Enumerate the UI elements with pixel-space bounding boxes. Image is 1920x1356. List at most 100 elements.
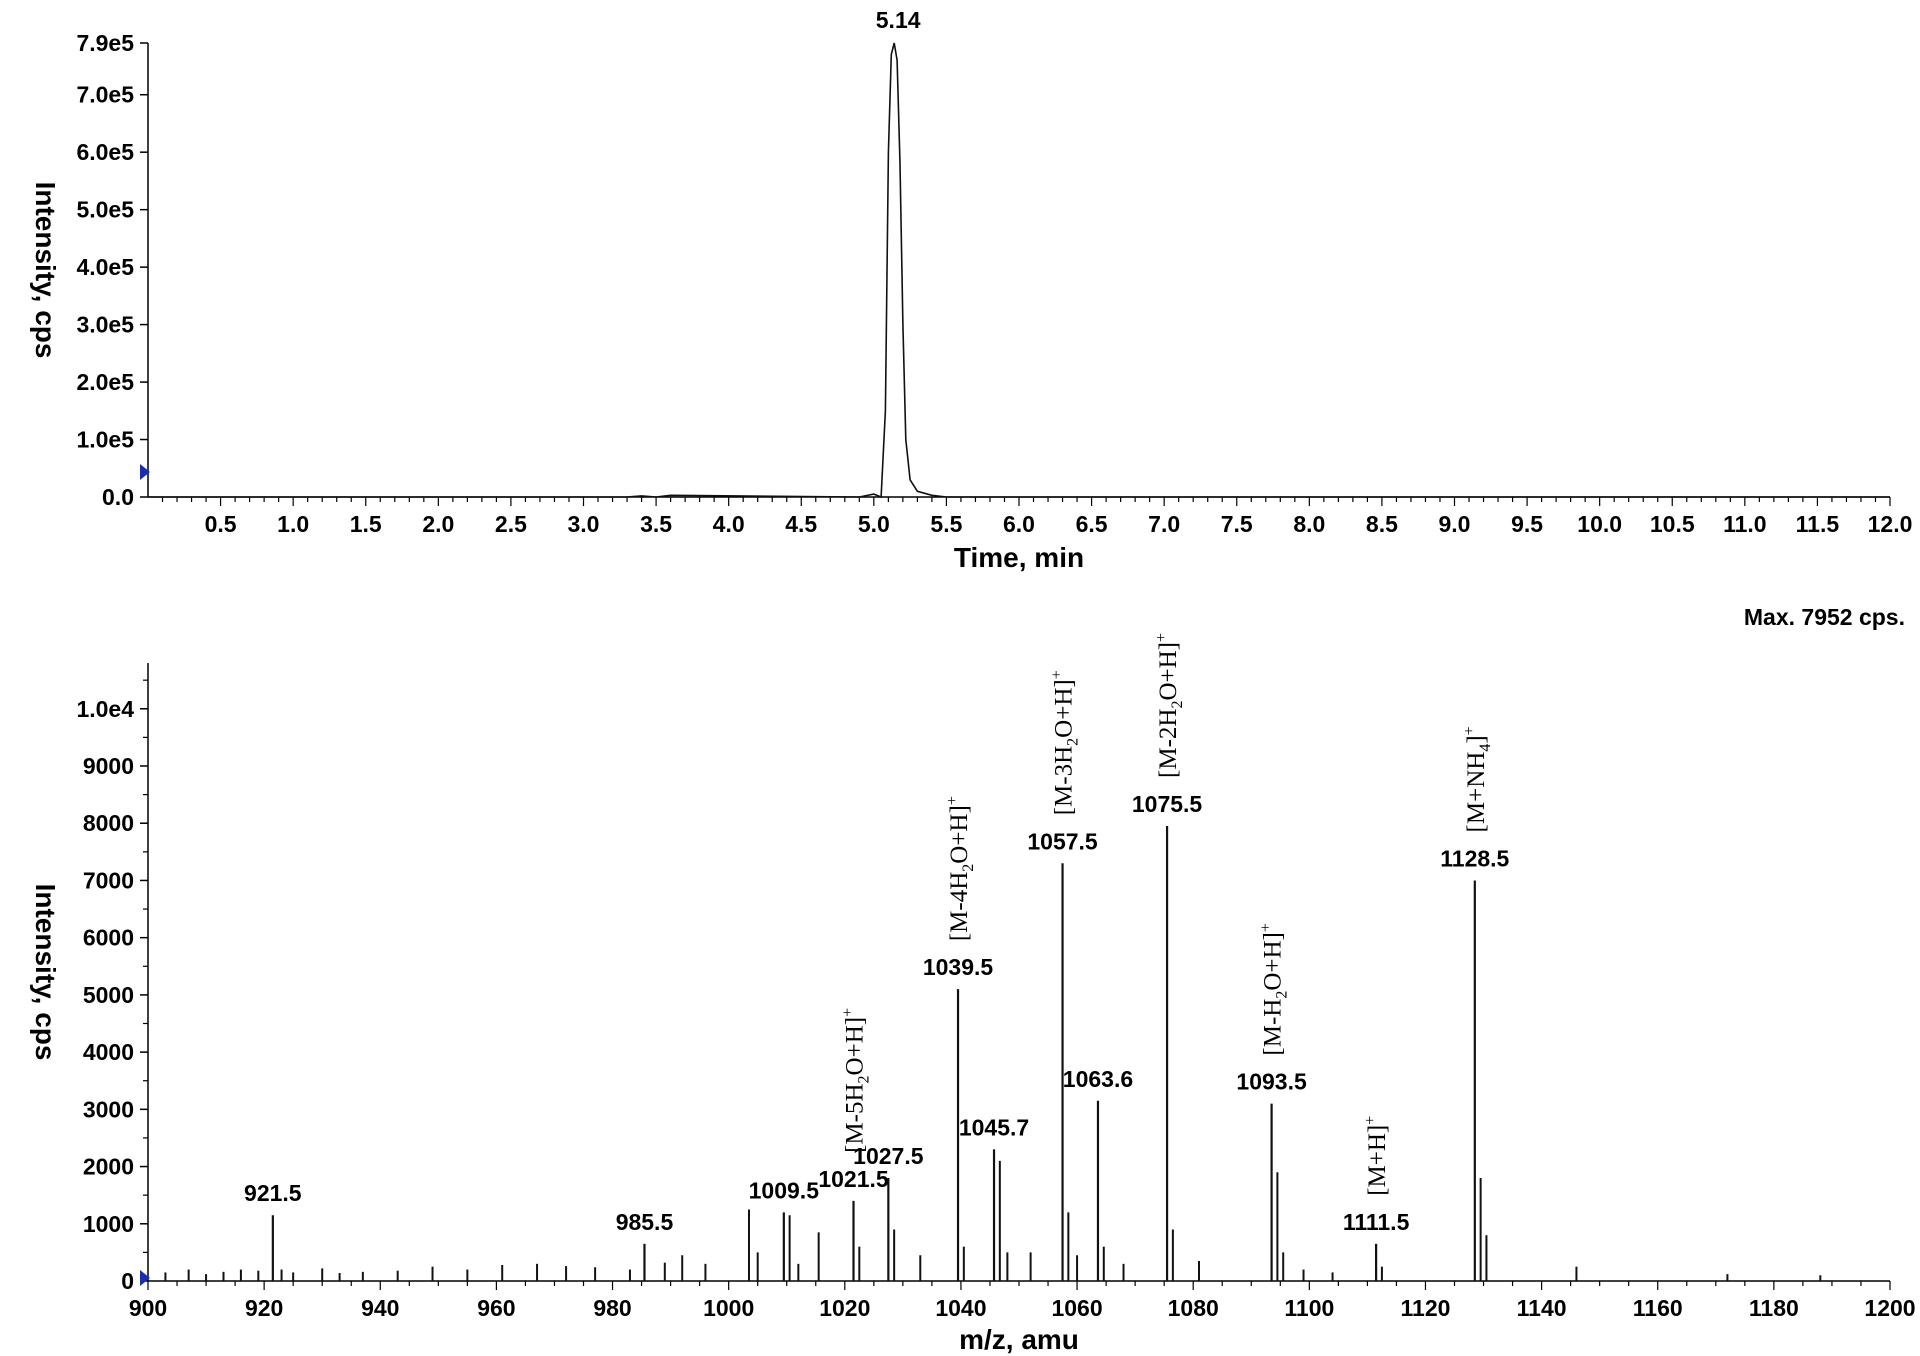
ion-label-main: [M-H [1260,999,1287,1056]
spectrum-tick-labels: 0 1000 2000 3000 4000 5000 6000 7000 8000 9000 1.0… [76,696,1915,1321]
chromatogram-x-tick-label: 12.0 [1868,511,1913,537]
spectrum-ion-annotation: [M+H]+ [1362,1116,1391,1196]
chromatogram-x-tick-label: 0.5 [205,511,237,537]
chromatogram-series-line [148,42,1890,499]
chromatogram-x-tick-label: 2.0 [422,511,454,537]
chromatogram-x-tick-label: 1.0 [277,511,309,537]
spectrum-minor-peaks [164,1160,1822,1281]
spectrum-peak-label: 1128.5 [1440,845,1509,871]
chromatogram-x-tick-label: 10.5 [1650,511,1695,537]
chromatogram-x-tick-label: 9.0 [1439,511,1471,537]
spectrum-peak-label: 1021.5 [818,1166,889,1192]
spectrum-x-tick-label: 980 [593,1295,631,1321]
chromatogram-x-tick-label: 5.0 [858,511,890,537]
chromatogram-y-tick-label: 0.0 [102,484,134,510]
spectrum-x-tick-label: 1000 [703,1295,754,1321]
spectrum-peak-label: 1111.5 [1343,1209,1410,1235]
ion-label-superscript: + [840,1008,857,1017]
chromatogram-x-tick-label: 11.0 [1723,511,1767,537]
chromatogram-x-tick-label: 3.0 [568,511,600,537]
spectrum-x-tick-label: 1020 [819,1295,870,1321]
spectrum-x-tick-label: 940 [361,1295,399,1321]
ion-label-superscript: + [1461,726,1478,735]
chromatogram-y-tick-label: 3.0e5 [76,312,134,338]
chromatogram-x-tick-label: 4.0 [713,511,745,537]
spectrum-x-tick-label: 1100 [1284,1295,1334,1321]
chromatogram-y-tick-label: 6.0e5 [76,139,134,165]
spectrum-peak-label: 1093.5 [1236,1069,1307,1095]
spectrum-y-tick-label: 3000 [83,1096,134,1122]
chromatogram-x-tick-label: 7.0 [1148,511,1180,537]
spectrum-x-tick-label: 1120 [1401,1295,1451,1321]
spectrum-y-tick-label: 1.0e4 [76,696,134,722]
spectrum-x-tick-label: 1200 [1864,1295,1915,1321]
spectrum-y-tick-label: 0 [121,1268,134,1294]
ion-label-subscript: 2 [1065,738,1082,746]
spectrum-peak-label: 1027.5 [853,1143,924,1169]
spectrum-ion-annotation: [M-H2O+H]+ [1258,923,1291,1056]
ion-label-main: [M-2H [1155,709,1182,778]
chromatogram-x-tick-label: 8.5 [1366,511,1398,537]
spectrum-y-tick-label: 6000 [83,925,134,951]
chromatogram-peak-label: 5.14 [876,7,921,33]
chromatogram-panel: 0.0 1.0e5 2.0e5 3.0e5 4.0e5 5.0e5 6.0e5 7.0e5 7.… [30,7,1912,573]
chromatogram-x-tick-label: 11.5 [1796,511,1840,537]
chromatogram-x-tick-label: 8.0 [1293,511,1325,537]
spectrum-max-annotation: Max. 7952 cps. [1744,604,1905,630]
ion-label-superscript: + [1153,633,1170,642]
chromatogram-threshold-marker [140,464,150,480]
spectrum-peak-label: 1009.5 [749,1177,820,1203]
ion-label-superscript: + [944,796,961,805]
spectrum-threshold-marker [140,1270,150,1286]
ion-label-subscript: 4 [1477,744,1494,752]
spectrum-peak-label: 1075.5 [1132,791,1203,817]
ion-label-subscript: 2 [960,864,977,872]
chromatogram-y-tick-label: 5.0e5 [76,197,134,223]
ion-label-rest: O+H] [842,1017,869,1076]
spectrum-y-tick-label: 8000 [83,810,134,836]
ion-label-subscript: 2 [1169,701,1186,709]
chromatogram-tick-labels: 0.0 1.0e5 2.0e5 3.0e5 4.0e5 5.0e5 6.0e5 7.0e5 7.… [76,30,1912,537]
chromatogram-x-tick-label: 3.5 [640,511,672,537]
chromatogram-y-tick-label: 4.0e5 [76,254,134,280]
spectrum-x-tick-label: 1140 [1517,1295,1567,1321]
chromatogram-y-axis-title: Intensity, cps [30,182,61,359]
spectrum-peak-label: 1063.6 [1063,1066,1133,1092]
chromatogram-x-tick-label: 9.5 [1511,511,1543,537]
ion-label-rest: O+H] [1260,932,1287,991]
ion-label-rest: O+H] [1155,642,1182,701]
spectrum-y-tick-label: 7000 [83,867,134,893]
ion-label-main: [M+H] [1364,1125,1391,1196]
spectrum-ion-annotation: [M-3H2O+H]+ [1049,670,1082,815]
spectrum-x-tick-label: 1040 [935,1295,986,1321]
ion-label-superscript: + [1049,670,1066,679]
chromatogram-x-tick-label: 1.5 [350,511,382,537]
spectrum-x-tick-label: 1160 [1633,1295,1683,1321]
chromatogram-y-tick-label: 2.0e5 [76,369,134,395]
spectrum-y-tick-label: 9000 [83,753,134,779]
ion-label-main: [M-3H [1051,746,1078,815]
ion-label-rest: ] [1463,735,1490,743]
spectrum-y-axis-title: Intensity, cps [30,884,61,1061]
ion-label-superscript: + [1258,923,1275,932]
spectrum-x-tick-label: 1080 [1168,1295,1219,1321]
mass-spectrum-panel: 0 1000 2000 3000 4000 5000 6000 7000 8000 9000 1.0… [30,604,1916,1355]
spectrum-axes [140,663,1891,1290]
chromatogram-x-axis-title: Time, min [954,542,1084,573]
spectrum-ion-annotation: [M-4H2O+H]+ [944,796,977,941]
spectrum-y-tick-label: 1000 [83,1211,134,1237]
ion-label-subscript: 2 [1274,991,1291,999]
spectrum-x-tick-label: 960 [477,1295,515,1321]
spectrum-x-axis-title: m/z, amu [959,1324,1079,1355]
ion-label-main: [M-5H [842,1083,869,1152]
spectrum-x-tick-label: 920 [245,1295,283,1321]
chromatogram-y-tick-label: 7.9e5 [76,30,134,56]
chromatogram-x-tick-label: 10.0 [1577,511,1622,537]
chromatogram-axes [140,42,1891,506]
chromatogram-y-tick-label: 7.0e5 [76,82,134,108]
ion-label-subscript: 2 [856,1075,873,1083]
ion-label-rest: O+H] [946,805,973,864]
ion-label-superscript: + [1362,1116,1379,1125]
spectrum-ion-annotations: [M-5H2O+H]+[M-4H2O+H]+ [M-3H2O+H]+[M-2H2O… [840,633,1494,1196]
